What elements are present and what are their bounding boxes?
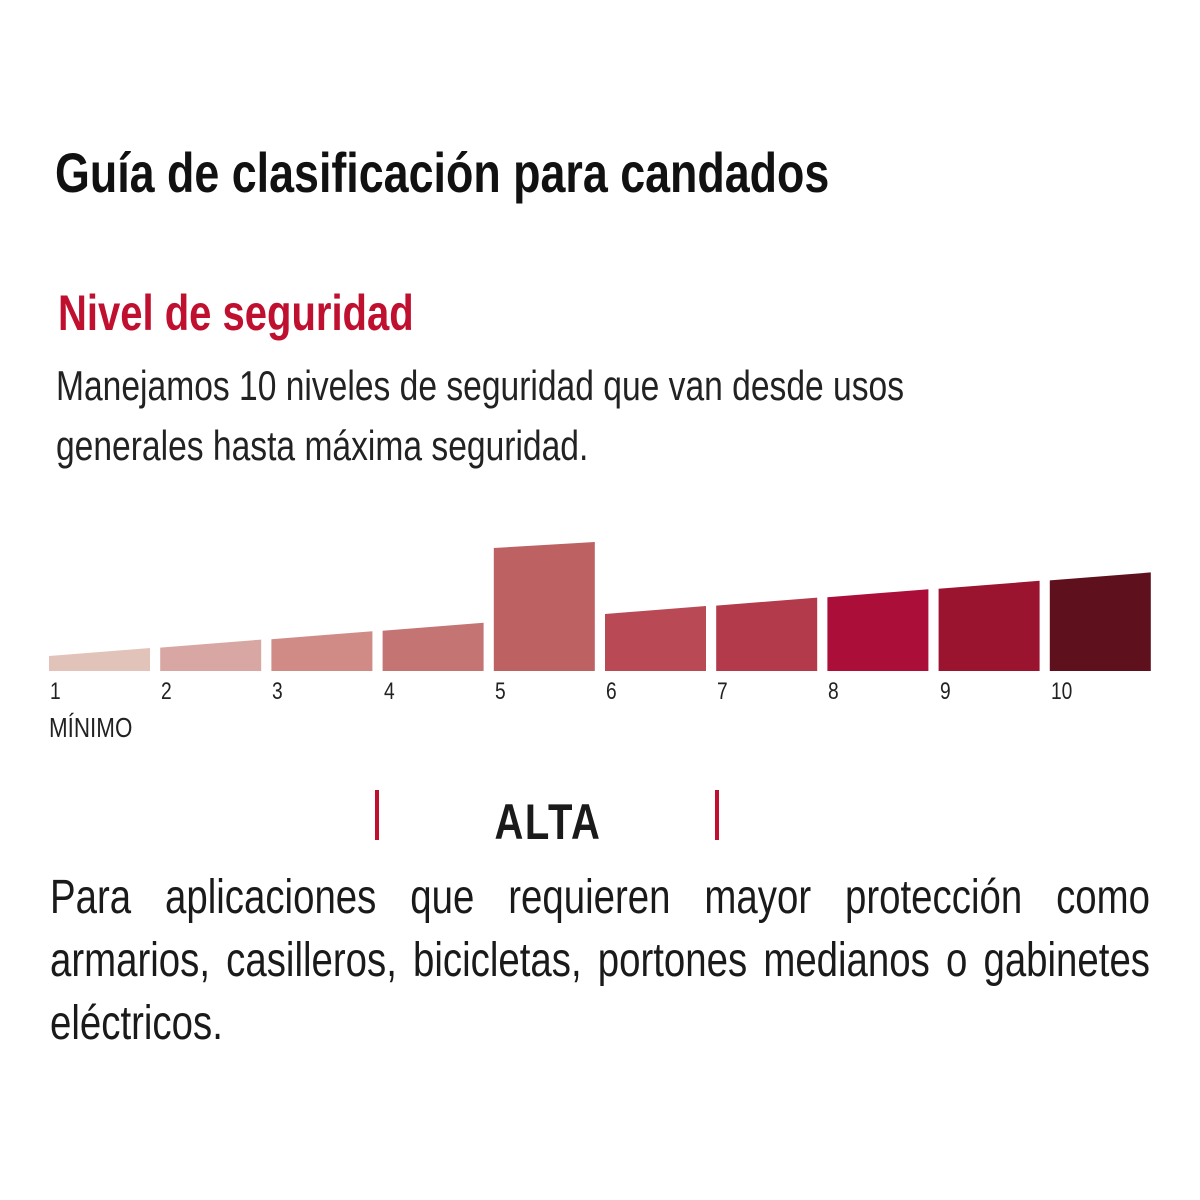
bar-level-3 — [271, 631, 373, 671]
page-title: Guía de clasificación para candados — [55, 141, 830, 204]
right-divider — [715, 790, 719, 840]
bar-level-5 — [493, 542, 595, 671]
bar-level-8 — [827, 589, 929, 671]
bar-level-7 — [716, 597, 818, 671]
security-level-chart — [49, 542, 1151, 671]
tick-label: 4 — [383, 678, 395, 705]
tick-label: 3 — [272, 678, 284, 705]
level-label: ALTA — [494, 794, 602, 850]
tick-label: 7 — [717, 678, 728, 705]
bar-level-4 — [382, 622, 484, 671]
section-subtitle: Nivel de seguridad — [58, 285, 414, 341]
bar-level-2 — [160, 639, 262, 671]
level-description: Para aplicaciones que requieren mayor pr… — [50, 871, 1150, 1050]
tick-label: 1 — [50, 678, 61, 705]
tick-label: 2 — [161, 678, 172, 705]
tick-label: 5 — [494, 678, 506, 705]
section-description: Manejamos 10 niveles de seguridad que va… — [56, 356, 904, 476]
left-divider — [375, 790, 379, 840]
tick-label: 10 — [1050, 678, 1073, 705]
bar-level-6 — [605, 606, 706, 671]
bar-level-10 — [1049, 572, 1151, 671]
tick-label: 9 — [939, 678, 951, 705]
bar-level-9 — [938, 580, 1040, 671]
tick-label: 6 — [606, 678, 617, 705]
minimum-label: MÍNIMO — [49, 712, 133, 743]
description-line: generales hasta máxima seguridad. — [56, 422, 589, 469]
tick-label: 8 — [828, 678, 840, 705]
bar-level-1 — [49, 648, 150, 671]
description-line: Manejamos 10 niveles de seguridad que va… — [56, 362, 905, 409]
